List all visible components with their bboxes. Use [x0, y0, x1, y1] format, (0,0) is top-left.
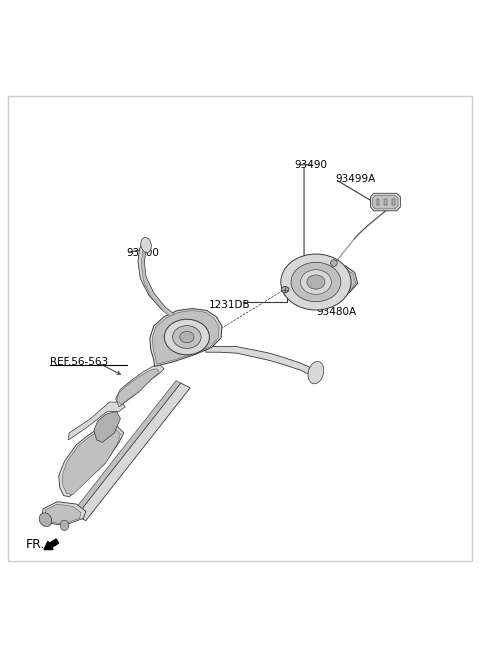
Polygon shape — [372, 195, 398, 209]
Polygon shape — [94, 411, 120, 442]
Ellipse shape — [60, 520, 69, 531]
Ellipse shape — [281, 286, 289, 292]
Text: 93490: 93490 — [295, 160, 327, 170]
Ellipse shape — [331, 260, 337, 266]
Ellipse shape — [141, 237, 151, 252]
Ellipse shape — [180, 331, 194, 343]
Polygon shape — [76, 383, 190, 520]
Ellipse shape — [164, 319, 209, 355]
Polygon shape — [59, 426, 124, 497]
Ellipse shape — [291, 262, 341, 302]
Ellipse shape — [281, 254, 351, 310]
Polygon shape — [42, 502, 86, 526]
Ellipse shape — [308, 361, 324, 384]
Polygon shape — [285, 265, 356, 300]
Ellipse shape — [39, 513, 52, 526]
Polygon shape — [72, 380, 180, 516]
Polygon shape — [283, 263, 358, 301]
Polygon shape — [141, 242, 185, 319]
Polygon shape — [392, 199, 395, 205]
Polygon shape — [377, 199, 380, 205]
Polygon shape — [384, 199, 387, 205]
Polygon shape — [206, 346, 317, 376]
Text: 1231DB: 1231DB — [209, 300, 251, 310]
Text: FR.: FR. — [25, 538, 45, 551]
Text: REF.56-563: REF.56-563 — [50, 357, 108, 367]
Text: 93480A: 93480A — [316, 307, 356, 317]
Polygon shape — [62, 428, 120, 495]
FancyBboxPatch shape — [8, 96, 472, 561]
Polygon shape — [138, 240, 185, 319]
Polygon shape — [116, 364, 164, 407]
Ellipse shape — [173, 326, 201, 348]
Polygon shape — [68, 402, 125, 440]
Polygon shape — [371, 193, 400, 211]
FancyArrow shape — [44, 539, 59, 550]
Ellipse shape — [307, 275, 325, 289]
Polygon shape — [152, 311, 219, 364]
Polygon shape — [150, 309, 222, 367]
Polygon shape — [117, 369, 159, 405]
Text: 93400: 93400 — [126, 248, 159, 258]
Text: 93499A: 93499A — [335, 174, 375, 184]
Polygon shape — [45, 504, 81, 524]
Ellipse shape — [300, 269, 331, 294]
